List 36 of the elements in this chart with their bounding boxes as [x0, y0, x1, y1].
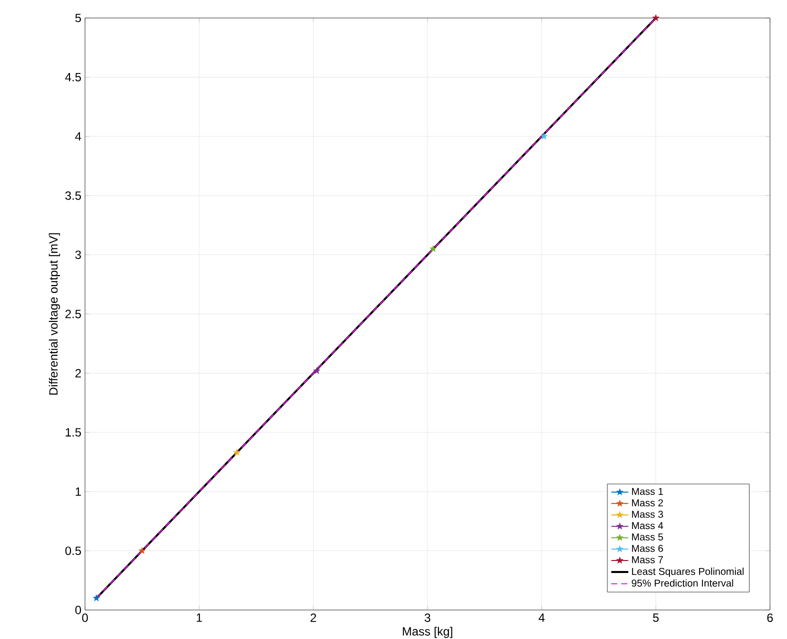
legend-label: 95% Prediction Interval: [632, 579, 734, 587]
y-tick-label: 2.5: [65, 310, 81, 318]
y-tick-label: 3: [75, 250, 81, 260]
y-tick-label: 4: [75, 132, 82, 141]
y-tick-label: 1.5: [66, 428, 81, 437]
y-tick-label: 5: [75, 14, 81, 22]
point: [652, 14, 660, 22]
legend-label: Mass 2: [632, 499, 663, 506]
y-axis-title: Differential voltage output [mV]: [48, 233, 60, 395]
y-tick-label: 2: [75, 369, 81, 378]
y-tick-label: 4.5: [65, 73, 81, 82]
x-tick-label: 5: [652, 614, 659, 622]
legend-label: Mass 7: [632, 556, 663, 564]
legend-label: Mass 4: [632, 522, 664, 530]
y-tick-label: 1: [76, 487, 81, 496]
point: [430, 245, 437, 252]
point: [233, 448, 240, 456]
legend-label: Mass 3: [632, 510, 663, 518]
point: [540, 132, 548, 140]
y-tick-label: 3.5: [65, 191, 81, 200]
x-tick-label: 0: [82, 614, 88, 622]
legend-label: Mass 5: [632, 534, 663, 540]
x-tick-label: 4: [538, 614, 545, 622]
y-tick-label: 0.5: [65, 546, 81, 556]
x-tick-label: 2: [310, 614, 316, 622]
point: [313, 367, 320, 374]
x-tick-label: 1: [196, 614, 202, 622]
x-tick-label: 3: [424, 614, 430, 622]
legend-label: Mass 1: [632, 488, 663, 495]
y-tick-label: 0: [75, 606, 82, 614]
point: [92, 594, 100, 602]
legend-label: Mass 6: [632, 544, 663, 552]
point: [138, 547, 146, 554]
legend-label: Least Squares Polinomial: [632, 568, 744, 577]
x-axis-title: Mass [kg]: [402, 626, 452, 638]
x-tick-label: 6: [767, 614, 773, 622]
